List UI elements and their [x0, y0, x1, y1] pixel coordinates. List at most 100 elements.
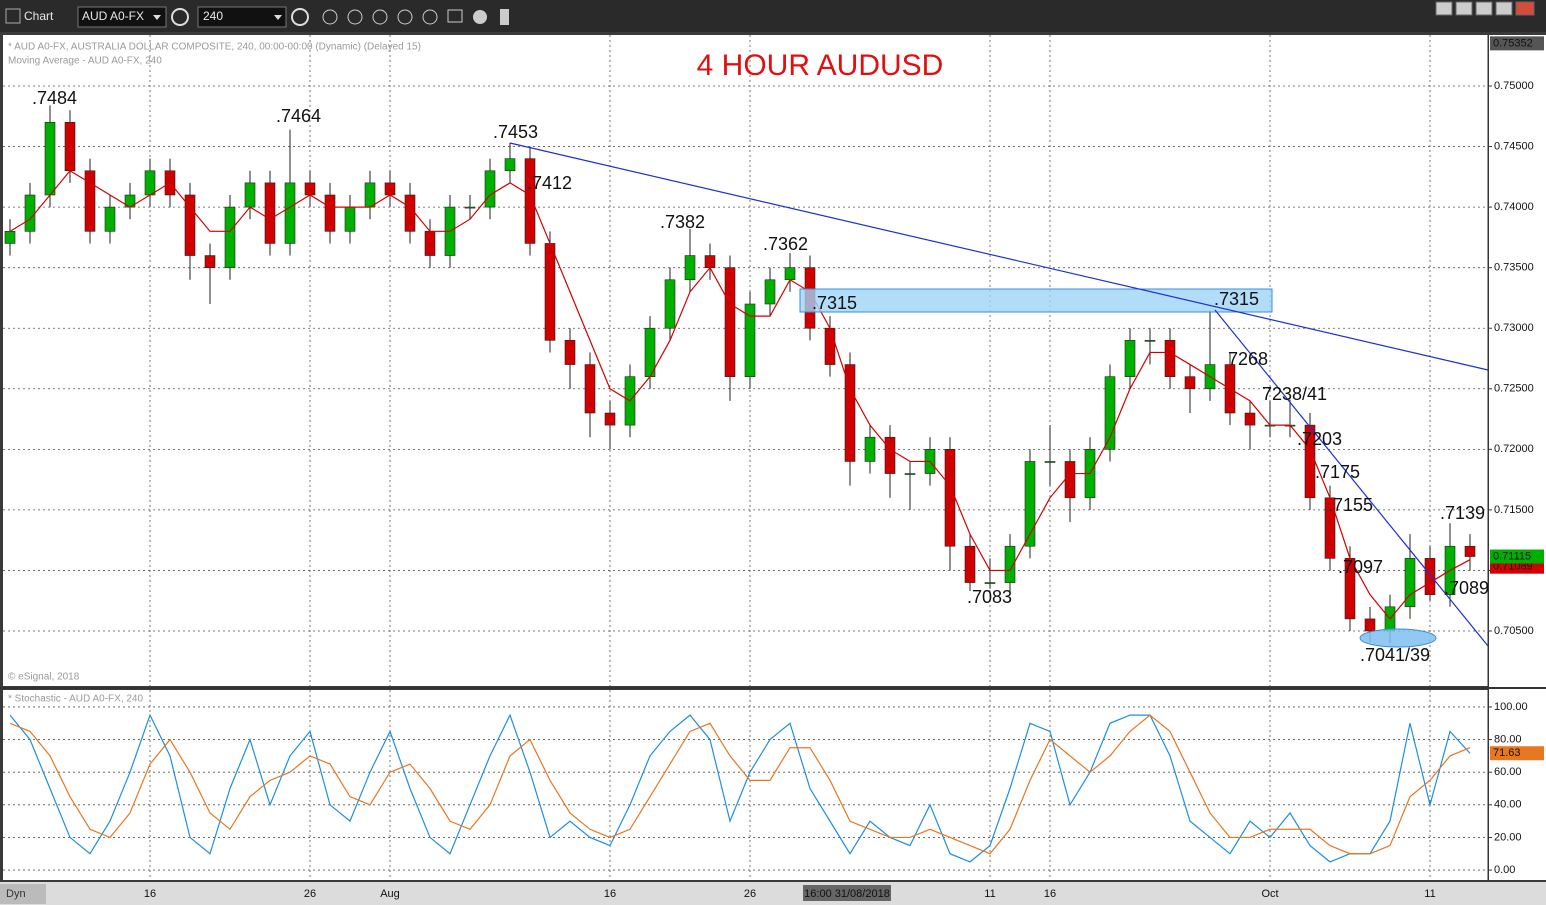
candle-body [684, 255, 696, 281]
twitter-icon[interactable] [473, 10, 487, 24]
y-tick-label: 40.00 [1494, 799, 1522, 811]
x-tick-label: Oct [1261, 888, 1278, 900]
candle-body [104, 206, 116, 232]
x-tick-label: 16 [604, 888, 616, 900]
dropdown-arrow[interactable] [274, 15, 282, 20]
ma-legend: Moving Average - AUD A0-FX, 240 [8, 56, 162, 67]
candle-body [484, 170, 496, 208]
price-annotation: 7238/41 [1262, 384, 1327, 404]
candle-body [744, 303, 756, 377]
price-axis [1489, 35, 1546, 880]
candle-body [1144, 340, 1156, 342]
candle-body [344, 206, 356, 232]
candle-body [884, 436, 896, 474]
price-annotation: .7139 [1440, 503, 1485, 523]
candle-body [464, 206, 476, 209]
settings-icon[interactable] [171, 8, 189, 26]
candle-body [244, 182, 256, 208]
chat-icon[interactable] [447, 9, 463, 23]
toolbar-title: Chart [24, 9, 54, 23]
close-button[interactable] [1515, 1, 1535, 16]
status-box [0, 884, 46, 904]
trend-line [1214, 309, 1489, 647]
draw-icon[interactable] [322, 9, 338, 25]
y-tick-label: 0.74000 [1494, 201, 1534, 213]
candle-body [544, 243, 556, 341]
trend-line [509, 142, 1489, 371]
candle-body [284, 182, 296, 244]
status-mode: Dyn [6, 888, 26, 900]
candle-body [984, 582, 996, 584]
pin-button[interactable] [1455, 1, 1473, 16]
x-tick-label: 16 [1044, 888, 1056, 900]
ma-value-tag: 0.71089 [1493, 561, 1533, 573]
candle-body [824, 327, 836, 365]
x-tick-label: 26 [744, 888, 756, 900]
resistance-zone [799, 288, 1273, 313]
candle-body [64, 122, 76, 172]
price-annotation: .7155 [1328, 495, 1373, 515]
candle-body [1184, 376, 1196, 390]
symbol-box[interactable] [77, 6, 167, 28]
link-icon[interactable] [422, 9, 438, 25]
cursor-price-tag-bg [1490, 36, 1544, 51]
candle-body [224, 206, 236, 268]
price-annotation: .7484 [32, 88, 77, 108]
y-tick-label: 60.00 [1494, 766, 1522, 778]
facebook-icon[interactable] [500, 9, 509, 25]
candle-body [1044, 461, 1056, 463]
minimize-button[interactable] [1475, 1, 1493, 16]
y-tick-label: 0.71500 [1494, 504, 1534, 516]
dropdown-arrow[interactable] [153, 15, 161, 20]
y-tick-label: 0.70500 [1494, 625, 1534, 637]
candle-body [304, 182, 316, 196]
play-icon[interactable] [372, 9, 388, 25]
stochastic-line [9, 713, 1471, 863]
candle-body [24, 194, 36, 232]
y-tick-label: 0.73000 [1494, 322, 1534, 334]
restore-button[interactable] [1495, 1, 1513, 16]
candle-body [44, 122, 56, 196]
price-annotation: .7089 [1444, 578, 1489, 598]
cursor-time: 16:00 31/08/2018 [804, 888, 890, 900]
x-tick-label: 16 [144, 888, 156, 900]
price-annotation: .7412 [527, 173, 572, 193]
y-tick-label: 20.00 [1494, 831, 1522, 843]
alert-icon[interactable] [397, 9, 413, 25]
stochastic-value-tag: 71.63 [1493, 747, 1521, 759]
clock-icon[interactable] [291, 8, 309, 26]
moving-average [9, 169, 1471, 620]
cursor-time-bg [803, 885, 891, 901]
study-icon[interactable] [347, 9, 363, 25]
candle-body [604, 412, 616, 426]
price-annotation: .7382 [660, 212, 705, 232]
help-button[interactable] [1435, 1, 1453, 16]
plot: 0.705000.710000.715000.720000.725000.730… [3, 35, 1534, 900]
candle-body [704, 255, 716, 268]
interval-box[interactable] [197, 6, 287, 28]
price-annotation: .7362 [763, 234, 808, 254]
candle-body [964, 545, 976, 583]
price-annotation: .7464 [276, 106, 321, 126]
price-annotation: .7453 [493, 122, 538, 142]
candle-body [1104, 376, 1116, 450]
candle-body [504, 158, 516, 172]
candle-body [944, 449, 956, 547]
interval[interactable]: 240 [203, 9, 223, 23]
price-annotation: .7315 [1214, 289, 1259, 309]
candle-body [1364, 618, 1376, 632]
x-tick-label: 26 [304, 888, 316, 900]
candle-body [1004, 545, 1016, 583]
price-annotation: .7083 [967, 587, 1012, 607]
symbol[interactable]: AUD A0-FX [82, 9, 144, 23]
stochastic-value-tag-bg [1490, 746, 1544, 761]
time-axis [0, 882, 1546, 905]
candle-body [1064, 461, 1076, 499]
last-price-tag-bg [1490, 549, 1544, 564]
support-ellipse [1359, 628, 1437, 648]
chart-icon [5, 8, 21, 24]
candle-body [384, 182, 396, 196]
candle-body [264, 182, 276, 244]
candle-body [364, 182, 376, 208]
